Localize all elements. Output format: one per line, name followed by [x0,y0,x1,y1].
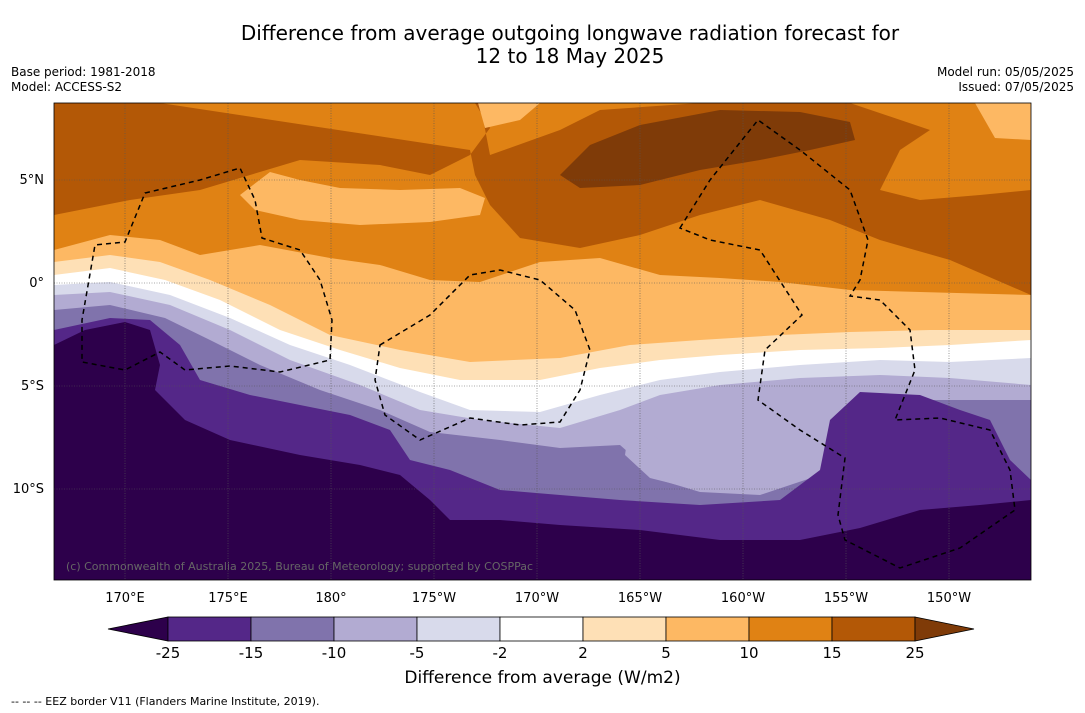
lon-label: 150°W [927,591,971,606]
colorbar-segment [333,616,418,642]
lon-label: 155°W [824,591,868,606]
copyright-text: (c) Commonwealth of Australia 2025, Bure… [66,560,533,573]
lon-label: 175°E [208,591,248,606]
meta-left: Base period: 1981-2018 Model: ACCESS-S2 [11,65,156,95]
lon-axis: 170°E 175°E 180° 175°W 170°W 165°W 160°W… [105,591,971,606]
lat-label: 5°S [21,379,44,394]
lat-label: 0° [29,276,44,291]
colorbar-extension-high [914,616,975,642]
colorbar-extension-low [107,616,169,642]
patch-lightorange-topright [478,103,1031,140]
patch-lightorange-top [240,172,485,225]
title-line-2: 12 to 18 May 2025 [475,44,665,68]
colorbar-segment [582,616,667,642]
base-period: Base period: 1981-2018 [11,65,156,79]
lat-axis: 5°N 0° 5°S 10°S [13,173,44,497]
meta-right: Model run: 05/05/2025 Issued: 07/05/2025 [937,65,1074,95]
eez-legend-note: -- -- -- EEZ border V11 (Flanders Marine… [11,695,320,708]
colorbar-segment [831,616,916,642]
colorbar-tick-label: 15 [822,644,841,662]
colorbar: -25 -15 -10 -5 -2 2 5 10 15 25 [107,616,975,662]
colorbar-label: Difference from average (W/m2) [404,668,681,688]
eez-borders [81,118,1016,569]
colorbar-tick-label: -5 [410,644,425,662]
colorbar-tick-label: -2 [493,644,508,662]
colorbar-tick-label: -25 [156,644,181,662]
patch-lightpurple [625,420,748,490]
issued-date: Issued: 07/05/2025 [958,80,1074,94]
lat-label: 10°S [13,482,44,497]
band-darkbrown [560,110,855,188]
colorbar-segment [499,616,584,642]
lon-label: 180° [315,591,346,606]
colorbar-tick-label: 25 [905,644,924,662]
colorbar-tick-label: 2 [578,644,588,662]
colorbar-tick-label: -10 [322,644,347,662]
colorbar-tick-label: -15 [239,644,264,662]
colorbar-segment [167,616,252,642]
lon-label: 170°E [105,591,145,606]
lon-label: 170°W [515,591,559,606]
colorbar-segment [416,616,501,642]
lon-label: 165°W [618,591,662,606]
colorbar-segment [665,616,750,642]
map-title: Difference from average outgoing longwav… [0,22,1085,68]
model-name: Model: ACCESS-S2 [11,80,123,94]
colorbar-segment [748,616,833,642]
lat-label: 5°N [20,173,45,188]
lon-label: 175°W [412,591,456,606]
model-run: Model run: 05/05/2025 [936,65,1074,79]
band-orange-right [850,103,1031,200]
colorbar-segment [250,616,335,642]
map-frame [53,102,1032,581]
map-area: (c) Commonwealth of Australia 2025, Bure… [54,103,1031,580]
band-deeppurple [54,322,1031,580]
title-line-1: Difference from average outgoing longwav… [240,21,900,45]
lon-label: 160°W [721,591,765,606]
colorbar-tick-label: 10 [739,644,758,662]
colorbar-tick-label: 5 [661,644,671,662]
